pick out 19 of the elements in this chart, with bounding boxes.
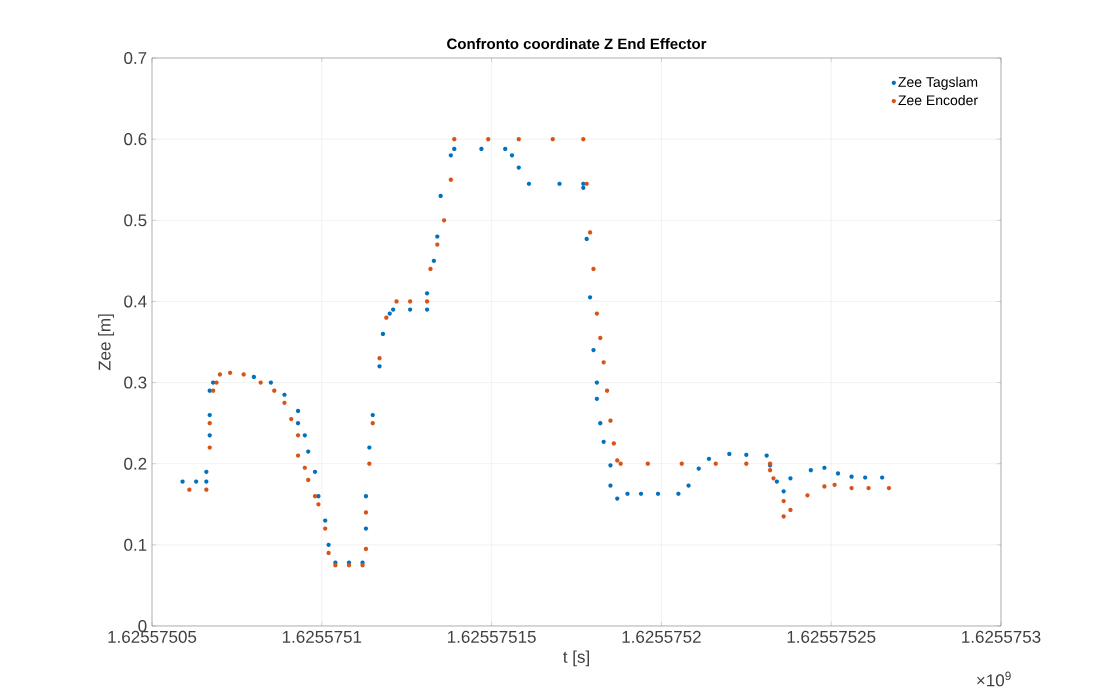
y-tick-label: 0.1 — [124, 538, 147, 551]
y-tick-label: 0.5 — [124, 214, 147, 227]
y-tick-label: 0.4 — [124, 295, 147, 308]
y-tick-label: 0.6 — [124, 133, 147, 146]
x-tick-label: 1.6255752 — [622, 630, 701, 643]
legend-label: Zee Tagslam — [898, 76, 978, 90]
x-axis-title: t [s] — [563, 650, 589, 667]
x-tick-label: 1.6255753 — [962, 630, 1041, 643]
y-tick-label: 0.2 — [124, 457, 147, 470]
x-tick-label: 1.62557505 — [108, 630, 197, 643]
x-tick-label: 1.6255751 — [282, 630, 362, 643]
chart-title: Confronto coordinate Z End Effector — [447, 38, 707, 50]
legend-label: Zee Encoder — [898, 94, 978, 106]
y-axis-title: Zee [m] — [98, 314, 114, 371]
text: ×10$^{9}$ — [977, 671, 1011, 687]
y-tick-label: 0.3 — [124, 376, 147, 389]
x-tick-label: 1.62557525 — [787, 630, 876, 643]
y-tick-label: 0.7 — [124, 51, 147, 65]
x-tick-label: 1.62557515 — [448, 630, 536, 643]
